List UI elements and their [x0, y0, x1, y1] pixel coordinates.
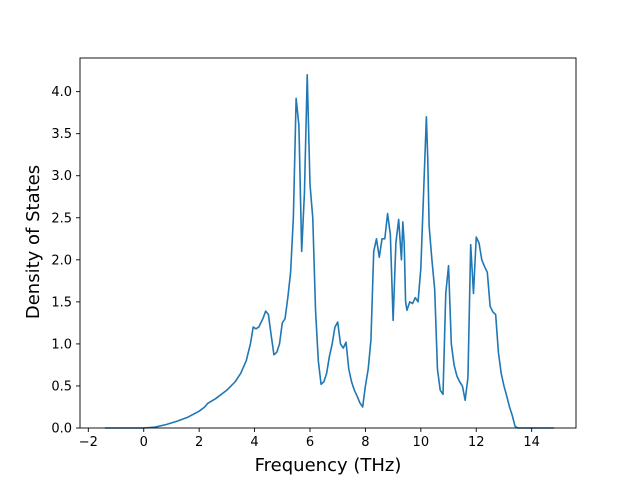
x-tick-label: 2: [195, 435, 203, 450]
y-axis-ticks: 0.0 0.5 1.0 1.5 2.0 2.5 3.0 3.5 4.0: [51, 85, 80, 437]
dos-series-line-0: [104, 74, 554, 429]
plot-area: [79, 57, 577, 429]
x-tick-label: 14: [523, 435, 540, 450]
y-tick-label: 1.5: [51, 295, 72, 310]
y-tick-label: 3.5: [51, 127, 72, 142]
y-tick-label: 0.0: [51, 422, 72, 437]
y-tick-label: 1.0: [51, 337, 72, 352]
axes-frame: [79, 57, 577, 429]
x-tick-label: 0: [140, 435, 148, 450]
x-tick-label: −2: [79, 435, 98, 450]
x-axis-ticks: −2 0 2 4 6 8 10 12 14: [79, 428, 540, 450]
x-tick-label: 4: [250, 435, 258, 450]
x-tick-label: 8: [361, 435, 369, 450]
y-tick-label: 3.0: [51, 169, 72, 184]
y-tick-label: 2.0: [51, 253, 72, 268]
y-axis-label: Density of States: [23, 165, 44, 319]
y-tick-label: 0.5: [51, 379, 72, 394]
y-tick-label: 4.0: [51, 85, 72, 100]
x-axis-label: Frequency (THz): [255, 455, 402, 476]
x-tick-label: 6: [306, 435, 314, 450]
y-tick-label: 2.5: [51, 211, 72, 226]
x-tick-label: 10: [413, 435, 430, 450]
x-tick-label: 12: [468, 435, 485, 450]
